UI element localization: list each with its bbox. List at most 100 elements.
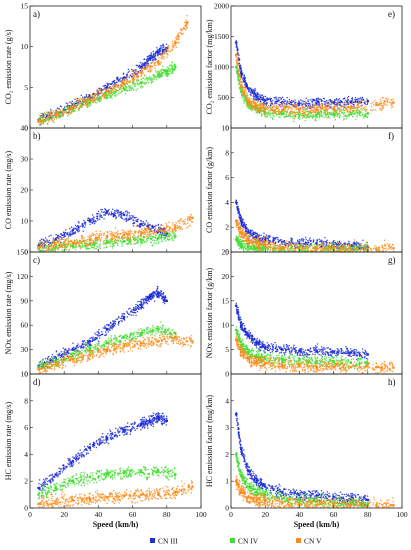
scatter-dot (59, 364, 61, 367)
scatter-dot (160, 73, 162, 76)
scatter-dot (140, 348, 142, 351)
scatter-dot (54, 476, 56, 479)
scatter-dot (94, 96, 96, 98)
scatter-dot (174, 333, 176, 335)
scatter-dot (158, 53, 161, 56)
scatter-dot (155, 417, 158, 420)
scatter-dot (120, 340, 123, 343)
scatter-dot (118, 92, 120, 95)
scatter-dot (160, 237, 163, 240)
scatter-dot (131, 214, 133, 217)
scatter-dot (117, 239, 119, 242)
scatter-dot (64, 111, 66, 114)
scatter-dot (107, 93, 110, 96)
scatter-dot (153, 242, 155, 244)
scatter-dot (37, 121, 40, 124)
scatter-dot (172, 329, 174, 331)
scatter-dot (118, 320, 121, 323)
scatter-dot (141, 77, 144, 79)
scatter-dot (153, 231, 156, 234)
scatter-dot (38, 482, 40, 485)
scatter-dot (144, 222, 146, 224)
scatter-dot (115, 217, 117, 220)
scatter-dot (67, 239, 70, 242)
scatter-dot (157, 418, 160, 421)
scatter-dot (137, 333, 140, 335)
scatter-dot (90, 233, 93, 236)
scatter-dot (131, 309, 133, 311)
scatter-dot (157, 328, 160, 330)
scatter-dot (39, 239, 41, 242)
scatter-dot (175, 221, 177, 224)
scatter-dot (125, 242, 127, 245)
scatter-dot (119, 211, 121, 214)
scatter-dot (115, 345, 118, 348)
scatter-dot (152, 417, 155, 419)
scatter-dot (105, 334, 107, 337)
scatter-dot (86, 101, 88, 104)
scatter-dot (55, 364, 58, 367)
scatter-dot (141, 80, 143, 83)
scatter-dot (152, 61, 154, 64)
scatter-dot (124, 343, 126, 345)
scatter-dot (158, 50, 161, 53)
scatter-dot (130, 310, 132, 313)
scatter-dot (143, 83, 146, 85)
scatter-dot (151, 227, 154, 229)
scatter-dot (161, 68, 164, 70)
scatter-dot (65, 111, 68, 114)
scatter-dot (171, 68, 174, 70)
scatter-dot (87, 452, 90, 455)
scatter-dot (164, 331, 166, 334)
scatter-dot (177, 220, 180, 223)
scatter-dot (64, 348, 67, 350)
scatter-dot (91, 94, 94, 96)
scatter-dot (56, 115, 58, 118)
scatter-dot (127, 236, 130, 239)
scatter-dot (106, 230, 109, 233)
scatter-dot (150, 424, 153, 427)
scatter-dot (74, 352, 77, 355)
scatter-dot (89, 223, 91, 225)
scatter-dot (167, 343, 169, 346)
scatter-dot (138, 328, 140, 331)
scatter-dot (145, 58, 148, 60)
scatter-dot (67, 103, 69, 105)
scatter-dot (162, 48, 164, 51)
scatter-dot (137, 225, 139, 228)
scatter-dot (111, 437, 113, 439)
scatter-dot (70, 349, 72, 351)
scatter-dot (80, 453, 83, 456)
scatter-dot (41, 123, 44, 125)
scatter-dot (99, 92, 102, 95)
scatter-dot (98, 92, 100, 95)
scatter-dot (62, 242, 65, 244)
scatter-dot (43, 116, 45, 119)
scatter-dot (93, 216, 95, 218)
scatter-dot (82, 104, 85, 106)
scatter-dot (178, 226, 180, 228)
scatter-dot (83, 343, 85, 345)
scatter-dot (67, 357, 70, 360)
scatter-dot (119, 348, 121, 350)
scatter-dot (131, 79, 134, 81)
scatter-dot (46, 123, 49, 126)
scatter-dot (93, 339, 95, 342)
scatter-dot (182, 337, 185, 340)
scatter-dot (112, 91, 115, 93)
scatter-dot (143, 77, 145, 80)
scatter-dot (66, 360, 69, 363)
scatter-dot (126, 239, 129, 242)
scatter-dot (95, 247, 97, 250)
scatter-dot (166, 53, 169, 55)
scatter-dot (42, 118, 44, 120)
scatter-dot (152, 326, 155, 329)
scatter-dot (113, 244, 115, 247)
scatter-dot (142, 67, 145, 70)
scatter-dot (171, 72, 173, 75)
scatter-points (37, 412, 194, 508)
scatter-dot (51, 365, 54, 368)
scatter-dot (154, 335, 156, 337)
scatter-dot (151, 78, 154, 80)
scatter-dot (163, 48, 166, 51)
